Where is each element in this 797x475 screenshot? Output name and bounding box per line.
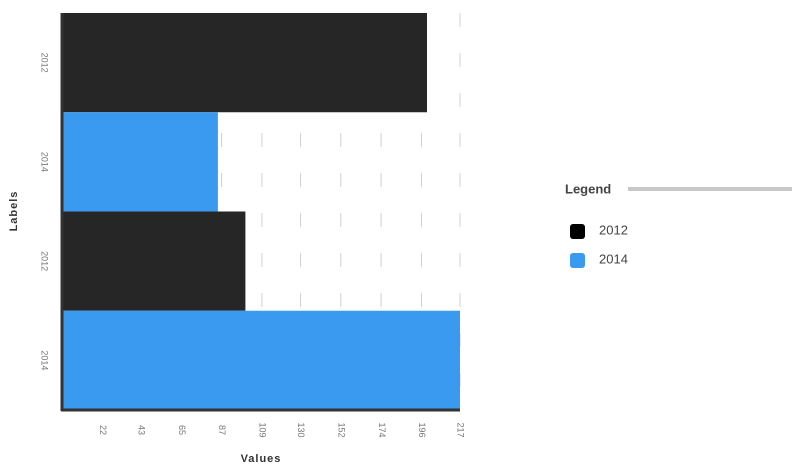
- legend-label: 2012: [599, 222, 628, 237]
- x-tick-label: 174: [377, 422, 387, 437]
- y-tick-label: 2014: [40, 350, 50, 370]
- x-axis-label: Values: [241, 453, 282, 465]
- y-axis-label: Labels: [8, 191, 20, 232]
- x-tick-label: 43: [136, 425, 146, 435]
- legend-swatch: [570, 224, 585, 239]
- x-tick-label: 65: [177, 425, 187, 435]
- legend-title: Legend: [565, 181, 611, 196]
- y-tick-label: 2012: [40, 53, 50, 73]
- x-tick-label: 152: [336, 422, 346, 437]
- bar: [62, 211, 246, 311]
- bar: [62, 112, 218, 212]
- x-tick-label: 109: [258, 422, 268, 437]
- x-tick-label: 130: [296, 422, 306, 437]
- bar: [62, 310, 460, 410]
- x-tick-label: 87: [217, 425, 227, 435]
- x-tick-label: 217: [456, 422, 466, 437]
- legend-swatch: [570, 253, 585, 268]
- x-tick-label: 22: [98, 425, 108, 435]
- y-tick-label: 2014: [40, 152, 50, 172]
- y-tick-label: 2012: [40, 251, 50, 271]
- bar: [62, 13, 427, 113]
- legend-label: 2014: [599, 251, 628, 266]
- x-tick-label: 196: [417, 422, 427, 437]
